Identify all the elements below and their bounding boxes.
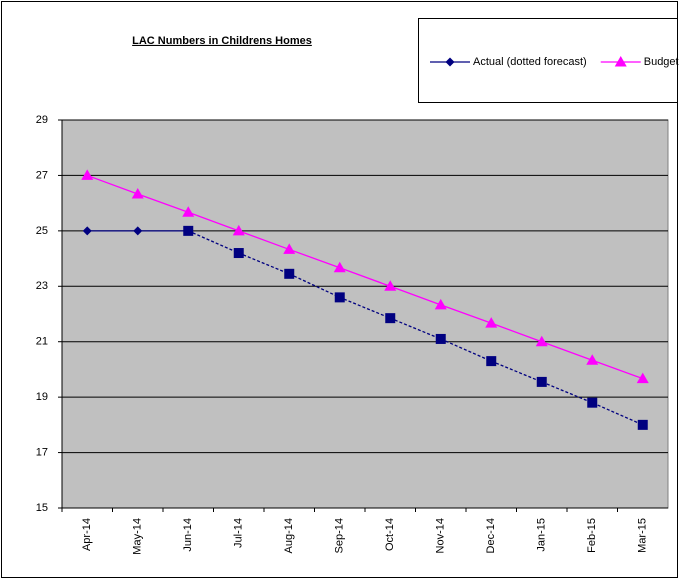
chart-title: LAC Numbers in Childrens Homes (132, 35, 312, 47)
series-line (87, 174, 643, 380)
point (82, 226, 92, 236)
x-tick-label: Jan-15 (536, 518, 548, 552)
point (182, 206, 195, 217)
point (485, 317, 498, 328)
point (81, 169, 94, 180)
y-tick-label: 15 (36, 502, 48, 514)
point (535, 335, 548, 347)
legend-label: Budget (644, 56, 679, 68)
x-tick-label: Jul-14 (233, 518, 245, 548)
legend-marker (614, 56, 627, 67)
y-tick-label: 23 (36, 280, 48, 292)
y-tick-label: 17 (36, 446, 48, 458)
y-tick-label: 25 (36, 225, 48, 237)
y-tick-label: 21 (36, 336, 48, 348)
point (284, 268, 295, 279)
point (636, 372, 649, 384)
point (131, 187, 144, 199)
x-tick-label: Jun-14 (182, 518, 194, 552)
point (233, 248, 244, 259)
point (435, 333, 446, 344)
x-tick-label: Mar-15 (637, 518, 649, 553)
plot-area (61, 119, 669, 509)
legend-marker (445, 57, 455, 67)
point (334, 292, 345, 303)
x-tick-label: Apr-14 (81, 518, 93, 551)
x-tick-label: Feb-15 (586, 518, 598, 553)
point (586, 354, 599, 365)
point (333, 261, 346, 273)
legend-box (418, 18, 678, 103)
x-tick-label: Dec-14 (485, 518, 497, 553)
y-tick-label: 19 (36, 391, 48, 403)
point (183, 225, 194, 236)
x-tick-label: Nov-14 (435, 518, 447, 553)
point (384, 280, 397, 291)
point (434, 298, 447, 310)
x-tick-label: Oct-14 (384, 518, 396, 551)
y-tick-label: 29 (36, 114, 48, 126)
series-line (187, 230, 644, 426)
point (232, 224, 245, 236)
x-tick-label: Sep-14 (334, 518, 346, 553)
x-tick-label: May-14 (132, 518, 144, 555)
point (587, 397, 598, 408)
point (283, 243, 296, 254)
y-tick-label: 27 (36, 169, 48, 181)
x-tick-label: Aug-14 (283, 518, 295, 553)
point (536, 376, 547, 387)
point (133, 226, 143, 236)
point (385, 313, 396, 324)
point (637, 419, 648, 430)
legend-label: Actual (dotted forecast) (473, 56, 587, 68)
point (486, 356, 497, 367)
